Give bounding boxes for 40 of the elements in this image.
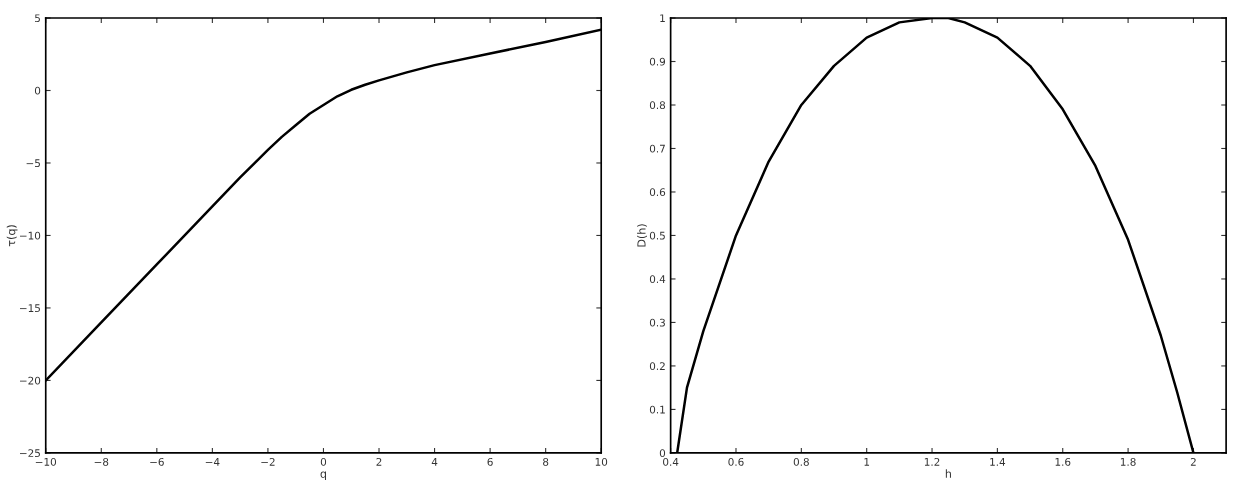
y-tick-label: 0.6 bbox=[649, 188, 666, 197]
y-tick-label: −15 bbox=[19, 304, 40, 313]
x-tick-label: −2 bbox=[261, 457, 275, 466]
y-tick-label: 0 bbox=[659, 449, 666, 458]
x-axis-title: q bbox=[320, 471, 326, 480]
x-tick-label: 8 bbox=[543, 457, 549, 466]
x-tick-label: −6 bbox=[150, 457, 164, 466]
x-tick-label: 1.6 bbox=[1055, 457, 1071, 466]
y-tick-label: −10 bbox=[19, 231, 41, 240]
x-tick-label: 2 bbox=[1190, 457, 1196, 466]
x-tick-label: 2 bbox=[376, 457, 382, 466]
y-axis-title: D(h) bbox=[637, 224, 647, 247]
x-tick-label: 1.2 bbox=[924, 457, 940, 466]
y-tick-label: −5 bbox=[26, 159, 40, 168]
x-tick-label: −8 bbox=[94, 457, 109, 466]
x-tick-label: 1 bbox=[864, 458, 870, 466]
y-tick-label: 0.2 bbox=[649, 362, 665, 371]
x-tick-label: 0 bbox=[320, 457, 327, 466]
y-tick-label: 0.3 bbox=[649, 318, 665, 327]
y-tick-label: 1 bbox=[660, 14, 665, 22]
y-tick-label: 0.1 bbox=[649, 405, 665, 414]
x-tick-label: 0.6 bbox=[728, 457, 744, 466]
y-tick-label: 0 bbox=[34, 86, 41, 95]
x-tick-label: 0.8 bbox=[793, 457, 809, 466]
x-axis-title: h bbox=[945, 469, 951, 478]
y-axis-title: τ(q) bbox=[6, 225, 18, 247]
x-tick-label: −4 bbox=[205, 458, 220, 466]
x-tick-label: 6 bbox=[487, 457, 493, 466]
y-tick-label: 0.9 bbox=[649, 57, 666, 66]
x-tick-label: 10 bbox=[595, 457, 608, 466]
x-tick-label: 1.4 bbox=[990, 458, 1006, 466]
y-tick-label: 0.4 bbox=[649, 275, 666, 284]
x-tick-label: 1.8 bbox=[1120, 457, 1136, 466]
y-tick-label: 0.8 bbox=[649, 101, 666, 110]
x-tick-label: 4 bbox=[431, 458, 438, 466]
y-tick-label: 5 bbox=[35, 14, 40, 23]
y-tick-label: 0.5 bbox=[649, 231, 665, 240]
y-tick-label: 0.7 bbox=[649, 144, 665, 153]
y-tick-label: −20 bbox=[19, 376, 41, 385]
y-tick-label: −25 bbox=[19, 449, 40, 458]
